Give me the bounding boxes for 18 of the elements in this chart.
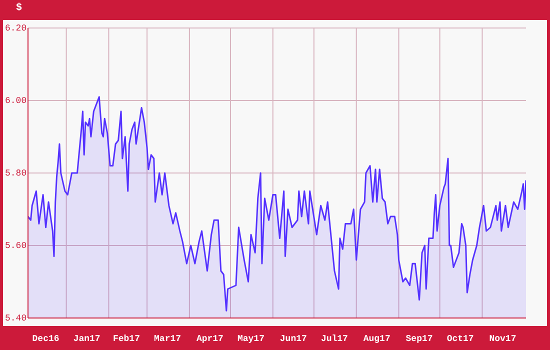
x-tick-label: May17 [238,334,265,344]
x-tick-label: Apr17 [196,334,224,344]
x-tick-label: Sep17 [406,334,433,344]
x-tick-label: Mar17 [154,334,182,344]
y-tick-label: 6.00 [5,96,27,106]
x-tick-label: Feb17 [113,334,140,344]
x-tick-label: Oct17 [446,334,474,344]
x-tick-label: Nov17 [489,334,516,344]
x-tick-label: Jul17 [320,334,348,344]
x-tick-label: Jan17 [73,334,100,344]
y-tick-label: 5.60 [5,240,27,251]
y-axis-title: $ [16,3,22,14]
y-tick-label: 5.40 [5,313,27,324]
x-tick-label: Aug17 [363,334,390,344]
y-tick-label: 6.20 [5,23,27,34]
y-tick-label: 5.80 [5,168,27,178]
x-tick-label: Jun17 [280,334,307,344]
x-tick-label: Dec16 [32,334,60,344]
